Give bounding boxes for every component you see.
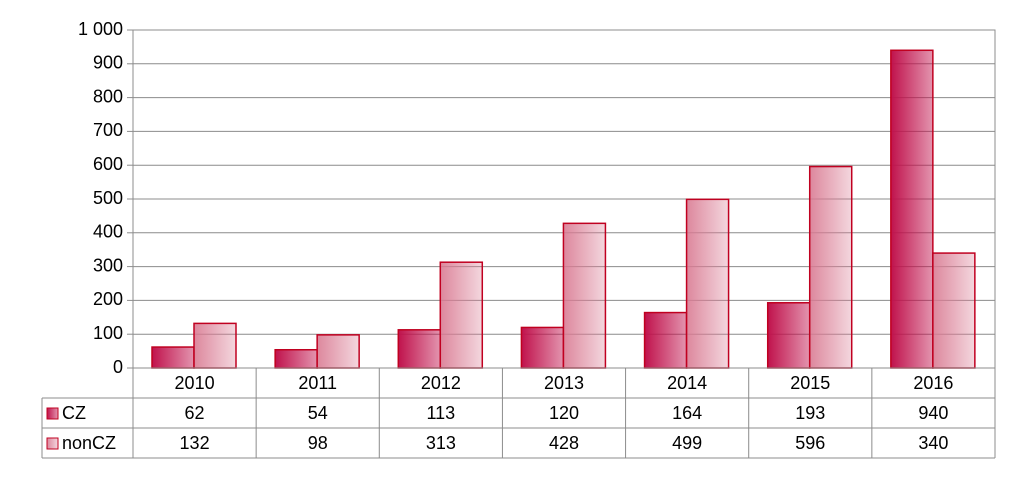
y-tick-label: 700 bbox=[93, 120, 123, 140]
table-value: 596 bbox=[795, 433, 825, 453]
y-tick-label: 600 bbox=[93, 154, 123, 174]
bar bbox=[562, 222, 607, 369]
x-tick-label: 2012 bbox=[421, 373, 461, 393]
y-tick-label: 400 bbox=[93, 222, 123, 242]
table-value: 499 bbox=[672, 433, 702, 453]
table-value: 340 bbox=[918, 433, 948, 453]
table-value: 313 bbox=[426, 433, 456, 453]
bar bbox=[932, 252, 976, 369]
bar bbox=[520, 326, 565, 369]
y-tick-label: 900 bbox=[93, 53, 123, 73]
legend-swatch bbox=[46, 407, 59, 420]
legend-label: nonCZ bbox=[62, 433, 116, 453]
bar bbox=[397, 329, 442, 369]
table-value: 428 bbox=[549, 433, 579, 453]
bar bbox=[439, 261, 484, 369]
y-tick-label: 800 bbox=[93, 86, 123, 106]
legend-swatch bbox=[46, 437, 59, 450]
bar bbox=[316, 334, 360, 369]
bar bbox=[274, 348, 318, 369]
legend-label: CZ bbox=[62, 403, 86, 423]
y-tick-label: 100 bbox=[93, 323, 123, 343]
table-value: 98 bbox=[308, 433, 328, 453]
table-value: 164 bbox=[672, 403, 702, 423]
y-tick-label: 300 bbox=[93, 255, 123, 275]
bar bbox=[193, 322, 237, 369]
x-tick-label: 2015 bbox=[790, 373, 830, 393]
table-value: 193 bbox=[795, 403, 825, 423]
x-tick-label: 2011 bbox=[298, 373, 337, 393]
y-tick-label: 200 bbox=[93, 289, 123, 309]
bar bbox=[808, 165, 853, 369]
x-tick-label: 2014 bbox=[667, 373, 707, 393]
table-value: 113 bbox=[427, 403, 456, 423]
table-value: 54 bbox=[308, 403, 328, 423]
x-tick-label: 2016 bbox=[913, 373, 953, 393]
x-tick-label: 2010 bbox=[175, 373, 215, 393]
bar bbox=[685, 198, 730, 369]
x-tick-label: 2013 bbox=[544, 373, 584, 393]
bar bbox=[766, 302, 811, 369]
table-value: 940 bbox=[918, 403, 948, 423]
table-value: 62 bbox=[185, 403, 205, 423]
table-value: 120 bbox=[549, 403, 579, 423]
bar bbox=[643, 311, 688, 369]
table-value: 132 bbox=[180, 433, 210, 453]
y-tick-label: 0 bbox=[113, 357, 123, 377]
bar bbox=[151, 346, 195, 369]
y-tick-label: 500 bbox=[93, 188, 123, 208]
y-tick-label: 1 000 bbox=[78, 19, 123, 39]
bar bbox=[890, 49, 934, 369]
